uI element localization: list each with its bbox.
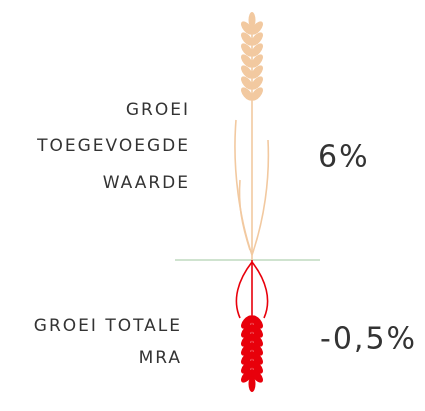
grain bbox=[251, 43, 263, 57]
grain bbox=[251, 32, 263, 46]
grain bbox=[251, 360, 263, 374]
grain bbox=[241, 65, 253, 79]
grain bbox=[241, 351, 253, 365]
grain bbox=[241, 333, 253, 347]
grain bbox=[251, 76, 263, 90]
grain bbox=[241, 87, 253, 101]
grain bbox=[241, 76, 253, 90]
grain bbox=[251, 87, 263, 101]
grain bbox=[251, 351, 263, 365]
grain bbox=[241, 342, 253, 356]
grain bbox=[251, 54, 263, 68]
grain bbox=[251, 333, 263, 347]
grain bbox=[241, 32, 253, 46]
grain bbox=[251, 65, 263, 79]
label: GROEI bbox=[126, 100, 190, 120]
grain bbox=[241, 43, 253, 57]
grain bbox=[241, 54, 253, 68]
grain bbox=[248, 376, 256, 392]
wheat-up bbox=[234, 12, 270, 260]
label: WAARDE bbox=[103, 173, 190, 193]
grain bbox=[241, 369, 253, 383]
value: 6% bbox=[318, 140, 370, 175]
wheat-down bbox=[235, 260, 269, 392]
grain bbox=[241, 21, 253, 35]
grain bbox=[241, 324, 253, 338]
grain bbox=[251, 21, 263, 35]
grain bbox=[248, 12, 256, 28]
label: MRA bbox=[139, 348, 182, 368]
grain bbox=[251, 315, 263, 329]
grain bbox=[241, 360, 253, 374]
label: GROEI TOTALE bbox=[34, 316, 182, 336]
grain bbox=[251, 324, 263, 338]
grain bbox=[251, 342, 263, 356]
grain bbox=[241, 315, 253, 329]
value: -0,5% bbox=[320, 322, 417, 357]
label: TOEGEVOEGDE bbox=[36, 136, 190, 156]
grain bbox=[251, 369, 263, 383]
